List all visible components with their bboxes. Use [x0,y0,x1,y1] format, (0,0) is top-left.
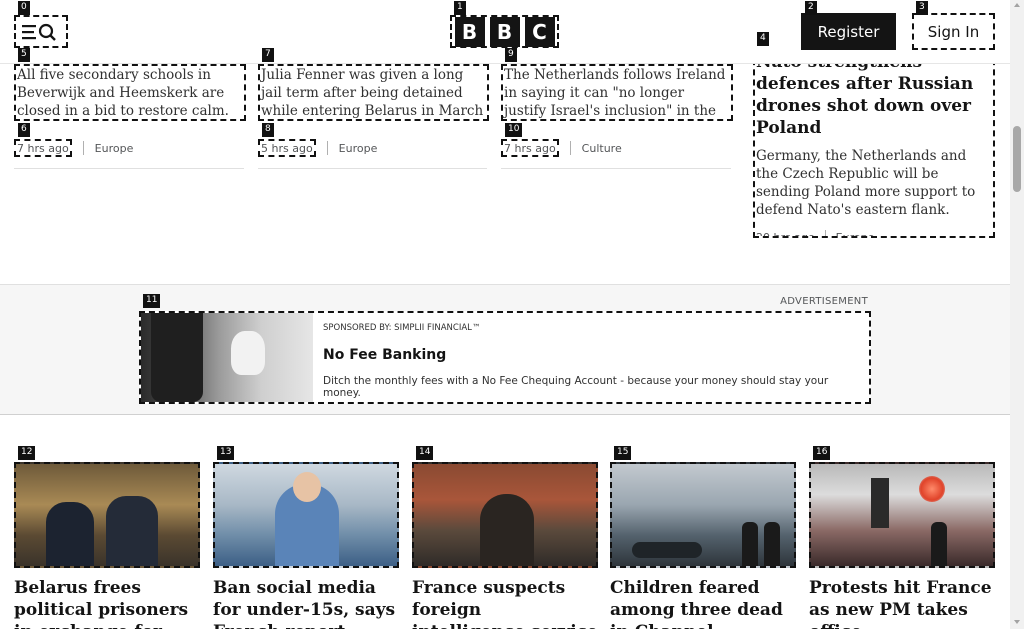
image-figure [742,522,758,566]
ad-image-figure [151,313,203,402]
story-headline: Children feared among three dead in Chan… [610,578,783,629]
meta-divider [824,230,826,236]
ad-label: ADVERTISEMENT [780,296,868,307]
meta-divider [569,141,571,155]
image-figure [480,494,534,566]
scroll-down-arrow-icon[interactable] [1014,620,1020,624]
divider [14,168,244,169]
logo-letter: B [454,16,485,47]
ad-title: No Fee Banking [323,347,447,363]
meta-divider [82,141,84,155]
element-badge: 7 [262,48,274,62]
element-badge: 13 [217,446,235,460]
element-badge: 14 [416,446,434,460]
image-figure [106,496,158,566]
story-image [14,462,200,568]
story-card[interactable]: Ban social media for under-15s, says Fre… [213,462,399,629]
sign-in-button[interactable]: Sign In [912,13,995,50]
ad-image [141,313,313,402]
story-time-link[interactable]: 7 hrs ago [501,139,559,157]
story-card[interactable]: Children feared among three dead in Chan… [610,462,796,629]
story-meta: 20 hrs ago Europe [756,230,992,238]
image-figure [46,502,94,566]
element-badge: 5 [18,48,30,62]
element-badge: 0 [18,1,30,15]
divider [501,168,731,169]
advertisement-section: ADVERTISEMENT SPONSORED BY: SIMPLII FINA… [0,284,1010,415]
ad-sponsor: SPONSORED BY: SIMPLII FINANCIAL™ [323,323,481,333]
story-section: Europe [338,141,378,155]
story-time-link[interactable]: 7 hrs ago [14,139,72,157]
story-section: Europe [835,230,875,238]
scroll-thumb[interactable] [1013,126,1021,192]
element-badge: 6 [18,123,30,137]
menu-search-button[interactable] [14,15,68,48]
logo-letter: C [524,16,555,47]
bbc-logo[interactable]: B B C [450,15,559,48]
element-badge: 8 [262,123,274,137]
story-image [809,462,995,568]
meta-divider [326,141,328,155]
page-scrollbar[interactable] [1010,0,1024,629]
menu-search-icon [22,23,56,41]
story-image [610,462,796,568]
image-figure [293,472,321,502]
story-meta: 7 hrs ago Europe [14,139,133,157]
story-headline: Belarus frees political prisoners in exc… [14,578,189,629]
side-story-card[interactable]: Nato strengthens defences after Russian … [753,49,995,238]
story-summary: Germany, the Netherlands and the Czech R… [756,148,976,218]
image-figure [871,478,889,528]
image-figure [931,522,947,566]
story-section: Europe [94,141,134,155]
story-headline: Ban social media for under-15s, says Fre… [213,578,396,629]
element-badge: 3 [916,1,928,15]
story-image [412,462,598,568]
element-badge: 12 [18,446,36,460]
element-badge: 9 [505,48,517,62]
story-time: 20 hrs ago [756,230,815,238]
ad-image-dog [231,331,265,375]
logo-letter: B [489,16,520,47]
ad-card[interactable]: SPONSORED BY: SIMPLII FINANCIAL™ No Fee … [139,311,871,404]
story-card[interactable]: Belarus frees political prisoners in exc… [14,462,200,629]
story-card[interactable]: France suspects foreign intelligence ser… [412,462,598,629]
register-button[interactable]: Register [801,13,896,50]
story-summary-link[interactable]: Julia Fenner was given a long jail term … [258,64,489,121]
story-headline: France suspects foreign intelligence ser… [412,578,598,629]
image-figure [764,522,780,566]
element-badge: 1 [454,1,466,15]
ad-text: SPONSORED BY: SIMPLII FINANCIAL™ No Fee … [313,313,869,402]
image-flare [919,476,945,502]
story-headline: Protests hit France as new PM takes offi… [809,578,992,629]
story-summary-link[interactable]: All five secondary schools in Beverwijk … [14,64,246,121]
story-time-link[interactable]: 5 hrs ago [258,139,316,157]
story-meta: 7 hrs ago Culture [501,139,622,157]
story-card[interactable]: Protests hit France as new PM takes offi… [809,462,995,629]
element-badge: 2 [805,1,817,15]
image-figure [632,542,702,558]
element-badge: 16 [813,446,831,460]
element-badge: 15 [614,446,632,460]
story-image [213,462,399,568]
divider [258,168,487,169]
story-section: Culture [581,141,622,155]
story-summary-link[interactable]: The Netherlands follows Ireland in sayin… [501,64,733,121]
scroll-up-arrow-icon[interactable] [1014,3,1020,7]
story-meta: 5 hrs ago Europe [258,139,377,157]
element-badge: 11 [143,294,161,308]
element-badge: 10 [505,123,523,137]
ad-description: Ditch the monthly fees with a No Fee Che… [323,375,829,399]
story-headline: Nato strengthens defences after Russian … [756,52,974,138]
element-badge: 4 [757,32,769,46]
